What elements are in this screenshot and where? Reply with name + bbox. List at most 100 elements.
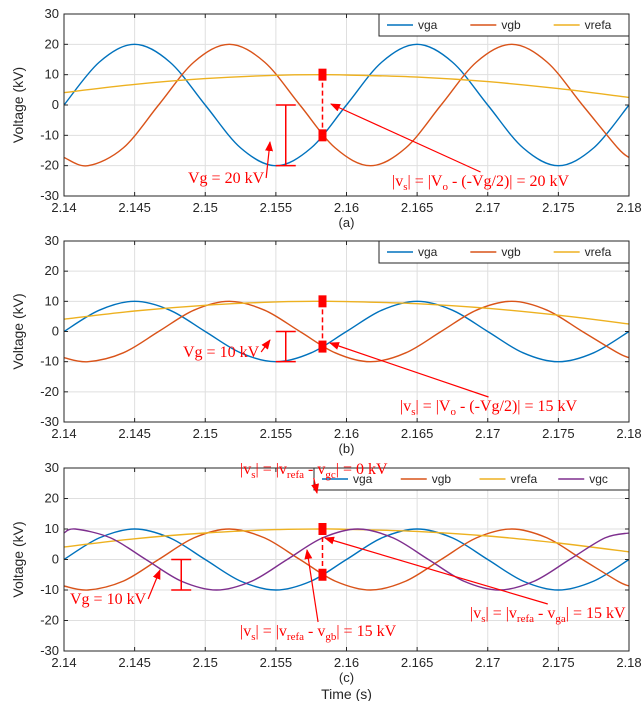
y-tick-label: 20	[45, 36, 59, 51]
annotation-run: | = |v	[485, 605, 516, 622]
x-tick-label: 2.14	[51, 426, 76, 441]
x-tick-label: 2.145	[118, 655, 151, 670]
y-tick-label: 0	[52, 324, 59, 339]
annotation-run: - v	[534, 605, 555, 622]
marker-top	[318, 295, 327, 308]
legend-label-vga: vga	[418, 245, 438, 259]
annotation-subscript: refa	[287, 631, 304, 643]
annotation-text: Vg = 20 kV	[188, 170, 265, 187]
series-line-vrefa	[63, 300, 630, 325]
x-tick-label: 2.18	[616, 655, 641, 670]
legend-box	[378, 240, 630, 264]
marker-top	[318, 68, 327, 81]
legend-label-vga: vga	[353, 472, 373, 486]
series-line-vga	[63, 43, 630, 167]
y-tick-label: -30	[40, 414, 59, 429]
y-tick-label: -20	[40, 158, 59, 173]
legend-label-vgb: vgb	[432, 472, 452, 486]
marker-bottom	[318, 568, 327, 581]
series-line-vgc	[63, 528, 630, 591]
annotation-text: |vs| = |Vo - (-Vg/2)| = 15 kV	[400, 398, 578, 418]
annotation-run: - (-Vg/2)| = 20 kV	[448, 173, 570, 190]
panel-1: 2.14 2.145 2.15 2.155 2.16 2.165 2.17 2.175 2.18…	[10, 233, 642, 456]
y-tick-label: 0	[52, 97, 59, 112]
y-tick-label: 30	[45, 6, 59, 21]
series-line-vrefa	[63, 528, 630, 553]
annotation-text: |vs| = |vrefa - vga| = 15 kV	[470, 605, 626, 625]
panel-label: (a)	[339, 215, 355, 230]
series-line-vgb	[63, 528, 630, 591]
x-tick-label: 2.16	[334, 655, 359, 670]
x-tick-label: 2.17	[475, 655, 500, 670]
annotation-run: | = |v	[255, 623, 286, 640]
annotation-text: |vs| = |Vo - (-Vg/2)| = 20 kV	[392, 173, 570, 193]
panel-label: (b)	[339, 441, 355, 456]
series-line-vrefa	[63, 73, 630, 99]
legend-label-vgb: vgb	[501, 18, 521, 32]
y-tick-label: -10	[40, 354, 59, 369]
legend: vga vgb vrefa	[378, 240, 630, 264]
y-tick-label: -10	[40, 582, 59, 597]
series-line-vga	[63, 528, 630, 591]
annotation-subscript: o	[442, 181, 448, 193]
annotation-run: |v	[392, 173, 403, 190]
legend-label-vga: vga	[418, 18, 438, 32]
annotation-arrow	[311, 477, 320, 494]
annotation-subscript: gc	[325, 469, 336, 481]
y-tick-label: 20	[45, 263, 59, 278]
annotation-subscript: s	[251, 631, 255, 643]
annotation-run: - (-Vg/2)| = 15 kV	[456, 398, 578, 415]
y-tick-label: 10	[45, 293, 59, 308]
annotation-text: Vg = 10 kV	[183, 344, 260, 361]
x-tick-label: 2.16	[334, 200, 359, 215]
annotation-subscript: s	[403, 181, 407, 193]
panel-label: (c)	[339, 670, 354, 685]
x-axis-label: Time (s)	[321, 686, 372, 701]
series-line-vgb	[63, 300, 630, 363]
legend-label-vrefa: vrefa	[585, 18, 612, 32]
x-tick-label: 2.175	[542, 200, 575, 215]
y-tick-label: 0	[52, 552, 59, 567]
x-tick-label: 2.145	[118, 200, 151, 215]
legend: vga vgb vrefa	[378, 13, 630, 37]
annotation-subscript: s	[251, 469, 255, 481]
x-tick-label: 2.15	[193, 655, 218, 670]
x-tick-label: 2.17	[475, 426, 500, 441]
legend-label-vgb: vgb	[501, 245, 521, 259]
legend: vga vgb vrefa vgc	[313, 467, 630, 491]
y-tick-label: -30	[40, 188, 59, 203]
legend-label-vrefa: vrefa	[511, 472, 538, 486]
annotation-run: |v	[240, 623, 251, 640]
annotation-run: |v	[470, 605, 481, 622]
annotation-arrow	[329, 342, 489, 398]
annotation-text: |vs| = |vrefa - vgc| = 0 kV	[240, 461, 388, 481]
annotation-run: | = |v	[255, 461, 286, 478]
y-axis-label: Voltage (kV)	[10, 67, 26, 143]
x-tick-label: 2.17	[475, 200, 500, 215]
x-tick-label: 2.18	[616, 200, 641, 215]
x-tick-label: 2.165	[401, 655, 434, 670]
marker-bottom	[318, 129, 327, 142]
x-tick-label: 2.145	[118, 426, 151, 441]
annotation-subscript: refa	[287, 469, 304, 481]
annotation-subscript: s	[481, 613, 485, 625]
annotation-arrow	[324, 536, 548, 605]
marker-bottom	[318, 340, 327, 353]
panel-0: 2.14 2.145 2.15 2.155 2.16 2.165 2.17 2.175 2.18…	[10, 6, 642, 230]
x-tick-label: 2.155	[260, 200, 293, 215]
legend-box	[378, 13, 630, 37]
annotation-subscript: s	[411, 406, 415, 418]
y-tick-label: -30	[40, 643, 59, 658]
annotation-run: | = |V	[415, 398, 450, 415]
y-tick-label: -10	[40, 127, 59, 142]
series-line-vgb	[63, 43, 630, 167]
annotation-subscript: o	[450, 406, 456, 418]
annotation-run: | = 15 kV	[336, 623, 396, 640]
annotation-run: - v	[304, 461, 325, 478]
annotation-run: - v	[304, 623, 325, 640]
x-tick-label: 2.18	[616, 426, 641, 441]
legend-label-vrefa: vrefa	[585, 245, 612, 259]
x-tick-label: 2.155	[260, 655, 293, 670]
y-tick-label: 10	[45, 521, 59, 536]
